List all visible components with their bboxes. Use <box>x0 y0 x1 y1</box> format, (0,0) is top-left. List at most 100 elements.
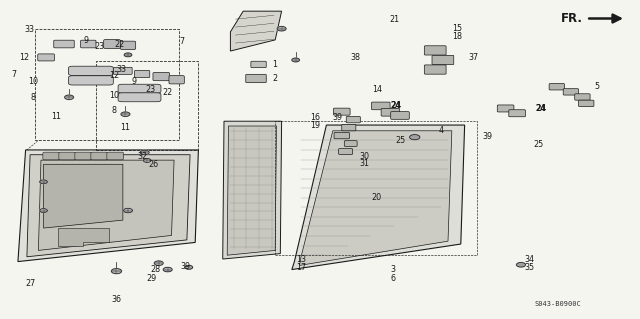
Text: 24: 24 <box>390 101 401 110</box>
FancyBboxPatch shape <box>118 93 161 102</box>
Text: 39: 39 <box>333 113 343 122</box>
Text: 9: 9 <box>132 77 137 86</box>
Text: FR.: FR. <box>561 12 582 25</box>
Text: 14: 14 <box>372 85 383 94</box>
Polygon shape <box>230 11 282 51</box>
Text: 4: 4 <box>439 126 444 135</box>
Polygon shape <box>38 160 174 250</box>
Polygon shape <box>27 155 190 257</box>
FancyBboxPatch shape <box>390 112 410 119</box>
Text: 35: 35 <box>525 263 535 271</box>
Text: 3: 3 <box>390 265 396 274</box>
Text: 15: 15 <box>452 24 462 33</box>
FancyBboxPatch shape <box>91 152 108 160</box>
Text: 28: 28 <box>150 265 161 274</box>
Text: 12: 12 <box>19 53 29 62</box>
Text: 25: 25 <box>396 137 406 145</box>
Polygon shape <box>44 164 123 228</box>
Text: 6: 6 <box>390 274 396 283</box>
Circle shape <box>40 180 47 184</box>
Circle shape <box>65 95 74 100</box>
FancyBboxPatch shape <box>54 40 74 48</box>
Text: 33: 33 <box>116 65 127 74</box>
Circle shape <box>154 261 163 265</box>
Text: 39: 39 <box>180 262 191 271</box>
FancyBboxPatch shape <box>81 40 96 48</box>
FancyBboxPatch shape <box>381 108 400 116</box>
FancyBboxPatch shape <box>497 105 514 112</box>
Text: 11: 11 <box>51 112 61 121</box>
Text: 21: 21 <box>389 15 399 24</box>
Text: 39: 39 <box>483 132 493 141</box>
FancyBboxPatch shape <box>424 46 446 55</box>
FancyBboxPatch shape <box>371 102 390 110</box>
FancyBboxPatch shape <box>169 76 184 84</box>
Polygon shape <box>18 150 198 262</box>
Circle shape <box>124 208 132 213</box>
Text: 24: 24 <box>535 104 547 113</box>
Circle shape <box>163 267 172 272</box>
Circle shape <box>111 269 122 274</box>
Text: 29: 29 <box>146 274 156 283</box>
Circle shape <box>121 112 130 116</box>
Text: 1: 1 <box>272 60 277 69</box>
Text: 31: 31 <box>360 159 370 168</box>
Text: 16: 16 <box>310 113 320 122</box>
Text: 8: 8 <box>111 106 116 115</box>
FancyBboxPatch shape <box>107 152 124 160</box>
Circle shape <box>185 265 193 269</box>
FancyBboxPatch shape <box>579 100 594 107</box>
Text: 11: 11 <box>120 123 131 132</box>
FancyBboxPatch shape <box>59 152 76 160</box>
Text: 26: 26 <box>148 160 159 169</box>
Text: 5: 5 <box>594 82 599 91</box>
FancyBboxPatch shape <box>575 94 590 100</box>
FancyBboxPatch shape <box>104 40 120 48</box>
Text: 24: 24 <box>390 101 401 110</box>
Text: 20: 20 <box>371 193 381 202</box>
Circle shape <box>140 150 149 155</box>
Text: 32: 32 <box>137 152 147 161</box>
Text: 36: 36 <box>111 295 122 304</box>
Text: 38: 38 <box>351 53 361 62</box>
Polygon shape <box>227 126 276 255</box>
Polygon shape <box>58 228 109 246</box>
Text: 12: 12 <box>109 71 119 80</box>
FancyBboxPatch shape <box>509 110 525 117</box>
FancyBboxPatch shape <box>549 84 564 90</box>
Circle shape <box>40 209 47 212</box>
FancyBboxPatch shape <box>342 124 356 131</box>
Circle shape <box>292 58 300 62</box>
Text: 24: 24 <box>536 104 546 113</box>
FancyBboxPatch shape <box>43 152 60 160</box>
Text: 30: 30 <box>360 152 370 161</box>
FancyBboxPatch shape <box>134 70 150 78</box>
FancyBboxPatch shape <box>346 116 360 123</box>
FancyBboxPatch shape <box>68 76 113 85</box>
FancyBboxPatch shape <box>339 149 353 154</box>
Polygon shape <box>300 131 452 265</box>
FancyBboxPatch shape <box>333 108 350 115</box>
Text: 13: 13 <box>296 255 306 263</box>
Text: 7: 7 <box>180 37 185 46</box>
FancyBboxPatch shape <box>334 132 349 139</box>
Text: 23: 23 <box>145 85 156 94</box>
FancyBboxPatch shape <box>120 41 136 49</box>
FancyBboxPatch shape <box>563 89 579 95</box>
FancyBboxPatch shape <box>75 152 92 160</box>
Text: 8: 8 <box>31 93 36 102</box>
Circle shape <box>143 159 151 162</box>
Text: S043-B0900C: S043-B0900C <box>534 301 581 307</box>
Circle shape <box>410 135 420 140</box>
Text: 25: 25 <box>534 140 544 149</box>
Polygon shape <box>223 121 282 259</box>
FancyBboxPatch shape <box>246 74 266 83</box>
Text: 22: 22 <box>114 40 124 49</box>
Text: 18: 18 <box>452 32 462 41</box>
Text: 27: 27 <box>26 279 36 288</box>
Text: 10: 10 <box>28 77 38 86</box>
Text: 2: 2 <box>272 74 277 83</box>
Text: 37: 37 <box>468 53 479 62</box>
Text: 7: 7 <box>12 70 17 79</box>
FancyBboxPatch shape <box>38 54 54 61</box>
